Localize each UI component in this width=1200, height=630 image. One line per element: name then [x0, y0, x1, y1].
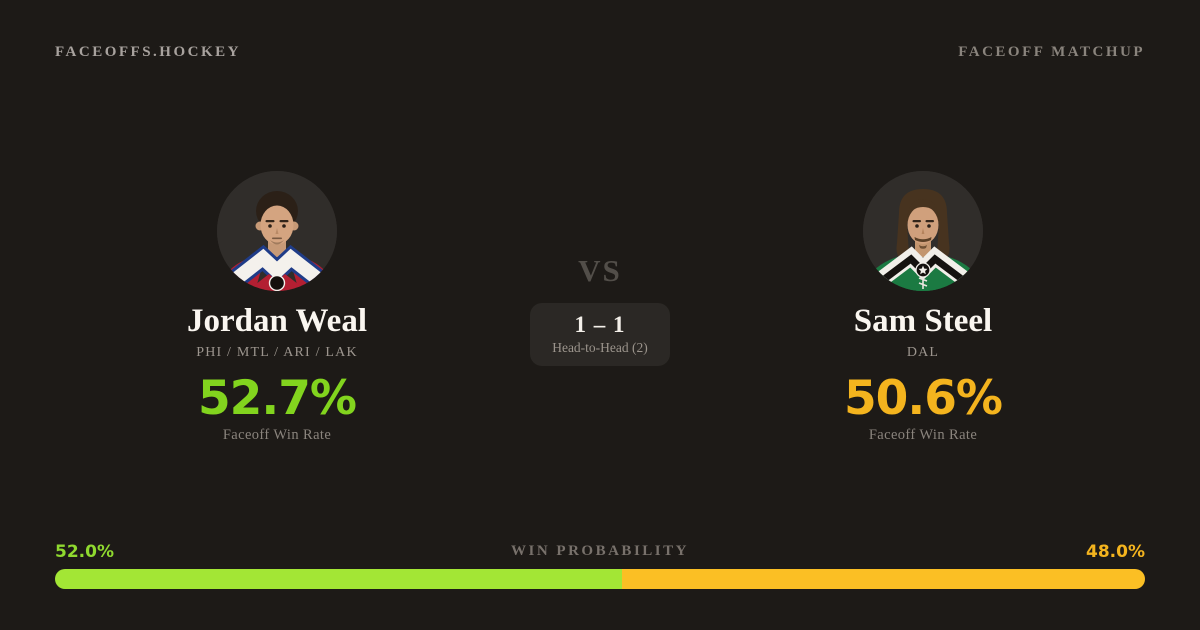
right-win-rate-label: Faceoff Win Rate	[868, 427, 978, 443]
right-win-probability-value: 48.0%	[1086, 542, 1145, 562]
right-player-win-rate: 50.6%	[843, 371, 1003, 426]
left-player-win-rate: 52.7%	[197, 371, 357, 426]
left-win-probability-value: 52.0%	[55, 542, 114, 562]
versus-section: VS 1 – 1 Head-to-Head (2)	[400, 253, 800, 366]
right-player-avatar	[863, 171, 983, 291]
left-player-teams: PHI / MTL / ARI / LAK	[196, 345, 358, 360]
win-probability-title: WIN PROBABILITY	[511, 543, 689, 559]
head-to-head-score: 1 – 1	[574, 312, 626, 337]
right-player-teams: DAL	[906, 345, 940, 360]
right-probability-segment	[621, 569, 1145, 589]
win-probability-labels: 52.0% WIN PROBABILITY 48.0%	[55, 542, 1145, 564]
head-to-head-box: 1 – 1 Head-to-Head (2)	[530, 303, 670, 366]
vs-label: VS	[578, 253, 622, 288]
sam-steel-headshot-icon	[863, 171, 983, 291]
right-player-section: Sam Steel DAL 50.6% Faceoff Win Rate	[723, 171, 1123, 444]
left-win-rate-label: Faceoff Win Rate	[222, 427, 332, 443]
card-type-label: FACEOFF MATCHUP	[958, 44, 1145, 60]
head-to-head-label: Head-to-Head (2)	[552, 340, 648, 355]
left-player-name: Jordan Weal	[186, 303, 367, 339]
jordan-weal-headshot-icon	[217, 171, 337, 291]
win-probability-bar	[55, 569, 1145, 589]
brand-wordmark: FACEOFFS.HOCKEY	[55, 44, 241, 60]
left-probability-segment	[55, 569, 622, 589]
left-player-avatar	[217, 171, 337, 291]
left-player-section: Jordan Weal PHI / MTL / ARI / LAK 52.7% …	[77, 171, 477, 444]
right-player-name: Sam Steel	[853, 303, 993, 339]
